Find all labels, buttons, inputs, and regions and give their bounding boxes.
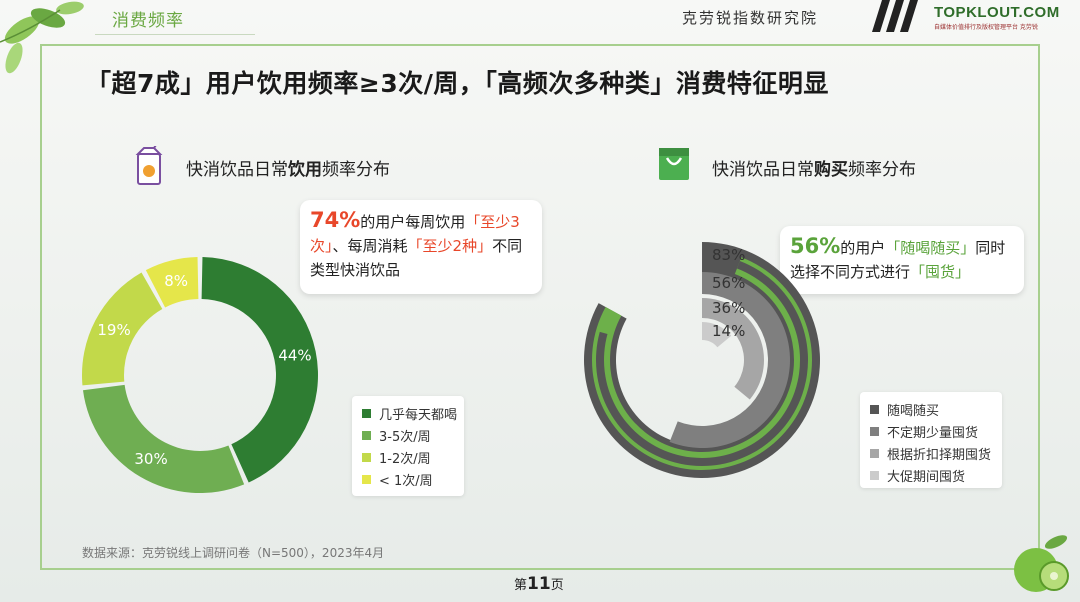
brand-subtitle: 自媒体价值排行及版权管理平台 克劳锐 <box>934 24 1038 31</box>
legend-swatch <box>870 404 879 414</box>
headline-prefix: 「超7成」用户饮用频率≥3次/周， <box>86 69 485 98</box>
legend-label: 不定期少量囤货 <box>887 425 979 441</box>
legend-label: < 1次/周 <box>379 473 433 489</box>
right-callout-highlight-2: 「囤货」 <box>910 263 971 281</box>
right-callout-text-1: 的用户 <box>840 239 886 257</box>
left-callout-highlight-1: 「至少3次」 <box>310 213 520 255</box>
right-callout-text-2: 同时选择不同方式进行 <box>790 239 1006 281</box>
legend-item: 不定期少量囤货 <box>870 420 992 442</box>
radial-label-3: 14% <box>712 322 745 340</box>
content-frame <box>40 44 1040 570</box>
left-legend: 几乎每天都喝 3-5次/周 1-2次/周 < 1次/周 <box>352 396 464 496</box>
legend-swatch <box>870 470 879 480</box>
donut-slice-2 <box>82 272 163 386</box>
legend-label: 根据折扣择期囤货 <box>887 447 992 463</box>
page-suffix: 页 <box>550 578 564 593</box>
page-headline: 「超7成」用户饮用频率≥3次/周，「高频次多种类」消费特征明显 <box>86 64 829 100</box>
left-callout-text-2: 、每周消耗 <box>332 237 408 255</box>
legend-label: 大促期间囤货 <box>887 469 966 485</box>
legend-item: 根据折扣择期囤货 <box>870 442 992 464</box>
legend-item: 1-2次/周 <box>362 446 454 468</box>
left-title-bold: 饮用 <box>288 160 322 180</box>
radial-label-0: 83% <box>712 246 745 264</box>
legend-label: 1-2次/周 <box>379 451 431 467</box>
legend-label: 随喝随买 <box>887 403 940 419</box>
tab-underline <box>95 34 255 35</box>
legend-swatch <box>362 430 371 440</box>
left-callout-text-3: 不同类型快消饮品 <box>310 237 523 279</box>
radial-bar-1 <box>669 272 790 448</box>
org-name: 克劳锐指数研究院 <box>682 9 819 27</box>
donut-label-0: 44% <box>278 347 311 365</box>
right-callout-pct: 56% <box>790 234 841 258</box>
left-callout: 74%的用户每周饮用「至少3次」、每周消耗「至少2种」不同类型快消饮品 <box>300 200 542 294</box>
right-callout-highlight-1: 「随喝随买」 <box>885 239 976 257</box>
donut-slice-3 <box>145 257 199 308</box>
legend-swatch <box>362 408 371 418</box>
right-legend: 随喝随买不定期少量囤货 根据折扣择期囤货 大促期间囤货 <box>860 392 1002 488</box>
donut-label-3: 8% <box>164 272 188 290</box>
left-callout-highlight-2: 「至少2种」 <box>407 237 493 255</box>
right-callout: 56%的用户「随喝随买」同时选择不同方式进行「囤货」 <box>780 226 1024 294</box>
legend-item: < 1次/周 <box>362 468 454 490</box>
drinking-frequency-donut-chart: 44% 30% 19% 8% <box>82 257 318 493</box>
headline-suffix: 「高频次多种类」消费特征明显 <box>484 69 829 98</box>
lime-decoration-icon <box>1014 535 1069 592</box>
juice-box-icon <box>135 146 163 185</box>
brand-name: TOPKLOUT.COM <box>934 4 1060 21</box>
legend-swatch <box>870 426 879 436</box>
leaf-decoration-icon <box>0 1 84 74</box>
section-tab: 消费频率 <box>112 11 184 31</box>
page-prefix: 第 <box>514 578 528 593</box>
legend-swatch <box>362 452 371 462</box>
left-title-pre: 快消饮品日常 <box>186 160 288 180</box>
page-number-value: 11 <box>527 574 551 594</box>
purchase-frequency-radial-chart: 83% 56% 36% 14% <box>584 242 820 478</box>
legend-item: 几乎每天都喝 <box>362 402 458 424</box>
donut-label-1: 30% <box>134 450 167 468</box>
radial-label-1: 56% <box>712 274 745 292</box>
legend-label: 3-5次/周 <box>379 429 431 445</box>
legend-item: 大促期间囤货 <box>870 464 992 486</box>
right-title-bold: 购买 <box>814 160 848 180</box>
left-callout-pct: 74% <box>310 208 361 232</box>
stripes-decoration-icon <box>872 0 918 32</box>
data-source-note: 数据来源：克劳锐线上调研问卷（N=500），2023年4月 <box>82 546 385 560</box>
radial-label-2: 36% <box>712 299 745 317</box>
shopping-bag-icon <box>659 148 689 180</box>
radial-bar-2 <box>702 298 764 400</box>
left-title-post: 频率分布 <box>322 160 390 180</box>
page-number: 第11页 <box>514 574 564 594</box>
right-title-post: 频率分布 <box>848 160 916 180</box>
legend-item: 3-5次/周 <box>362 424 454 446</box>
left-panel-title: 快消饮品日常饮用频率分布 <box>186 155 390 180</box>
right-panel-title: 快消饮品日常购买频率分布 <box>712 155 916 180</box>
right-title-pre: 快消饮品日常 <box>712 160 814 180</box>
left-callout-text-1: 的用户每周饮用 <box>360 213 466 231</box>
legend-label: 几乎每天都喝 <box>379 407 458 423</box>
donut-slice-1 <box>82 384 245 493</box>
legend-swatch <box>870 448 879 458</box>
radial-bar-3 <box>702 322 732 348</box>
legend-swatch <box>362 474 371 484</box>
brand-logo: TOPKLOUT.COM 自媒体价值排行及版权管理平台 克劳锐 <box>934 4 1074 31</box>
legend-item: 随喝随买 <box>870 398 992 420</box>
donut-slice-0 <box>201 257 318 483</box>
donut-label-2: 19% <box>97 321 130 339</box>
